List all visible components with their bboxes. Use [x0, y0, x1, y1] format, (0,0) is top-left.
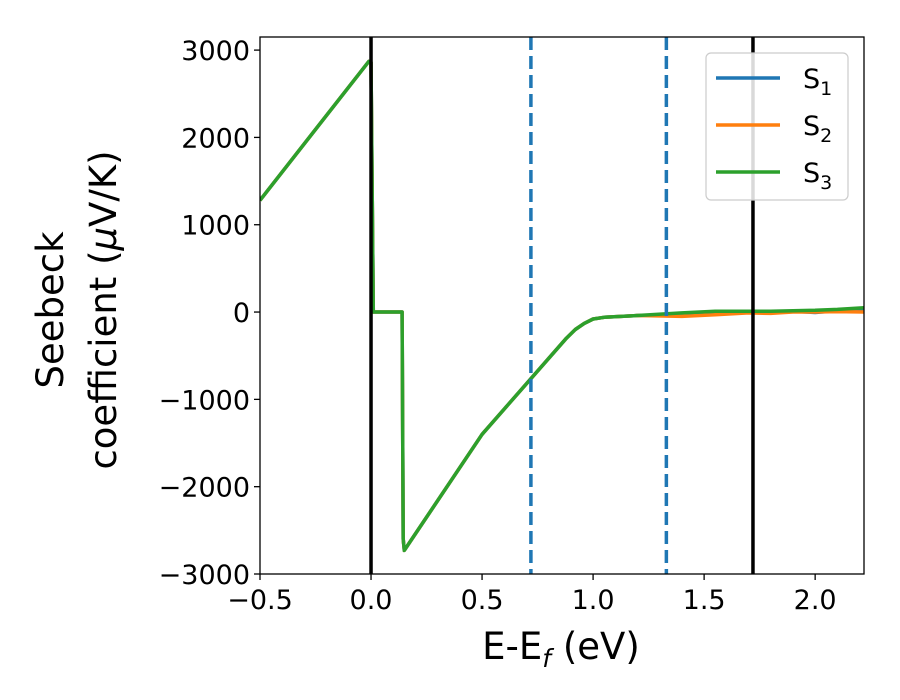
y-tick-label: 3000 — [181, 36, 250, 67]
x-tick-label: 1.0 — [572, 585, 615, 616]
legend-label: S2 — [803, 111, 832, 147]
plot-area — [260, 37, 864, 574]
axis-ticks: −0.5 0.0 0.5 1.0 1.5 2.0 −3000 −2000 −1000 0 1000 2… — [159, 36, 837, 616]
x-tick-label: 0.0 — [350, 585, 393, 616]
y-tick-label: 0 — [233, 298, 250, 329]
y-tick-label: −1000 — [159, 385, 250, 416]
y-tick-label: 2000 — [181, 123, 250, 154]
y-tick-label: −3000 — [159, 560, 250, 591]
x-tick-label: 0.5 — [461, 585, 504, 616]
y-axis-label-line2: coefficient (μV/K) — [82, 150, 125, 469]
legend: S1 S2 S3 — [705, 52, 849, 201]
legend-item-s2: S2 — [716, 111, 832, 147]
y-axis-label-line1: Seebeck — [29, 231, 72, 389]
legend-item-s3: S3 — [716, 158, 832, 194]
y-tick-label: −2000 — [159, 473, 250, 504]
y-tick-label: 1000 — [181, 211, 250, 242]
legend-label: S3 — [803, 158, 832, 194]
axes-frame — [259, 36, 865, 575]
x-axis-label: E-Ef (eV) — [482, 625, 640, 673]
x-tick-label: 1.5 — [683, 585, 726, 616]
y-axis-label: Seebeck coefficient (μV/K) — [29, 150, 125, 469]
legend-label: S1 — [803, 64, 832, 100]
series-line-s3 — [260, 59, 864, 553]
legend-item-s1: S1 — [716, 64, 832, 100]
x-tick-label: −0.5 — [227, 585, 293, 616]
x-tick-label: 2.0 — [794, 585, 837, 616]
